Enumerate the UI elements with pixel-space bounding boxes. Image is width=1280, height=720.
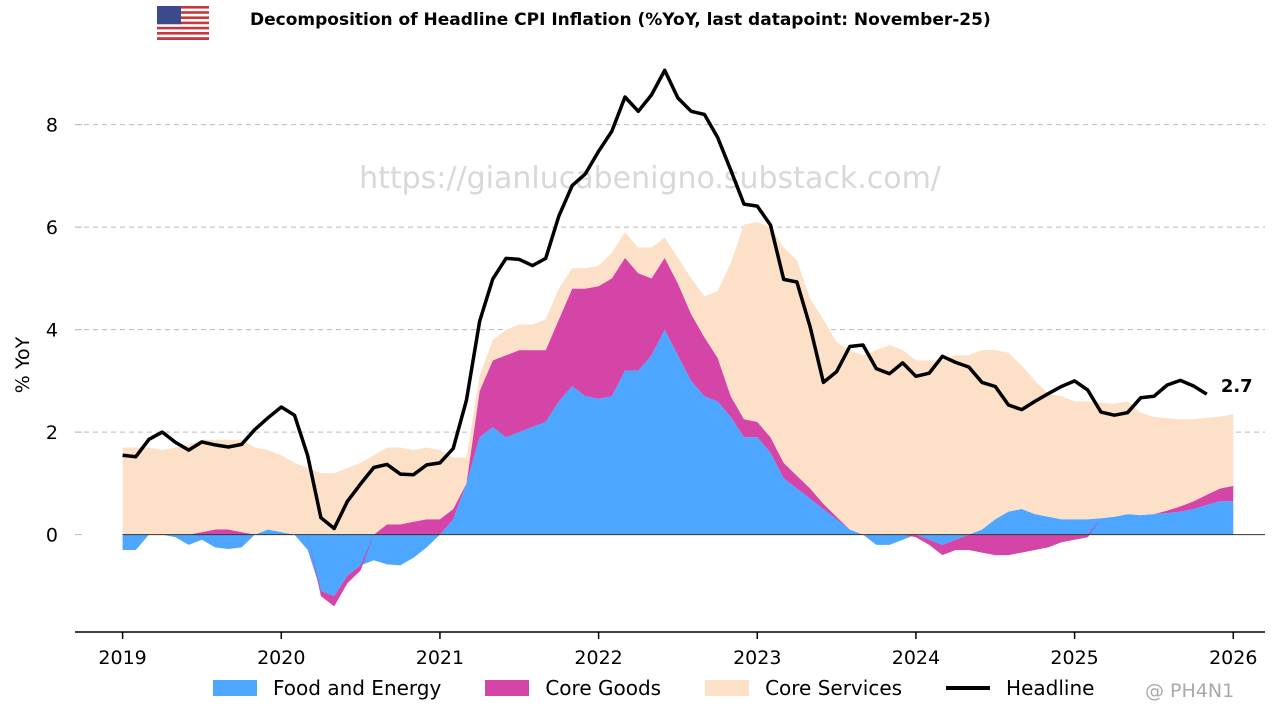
y-axis-label: % YoY	[12, 336, 34, 393]
legend-swatch	[213, 680, 257, 696]
legend-label: Headline	[1006, 676, 1095, 700]
x-tick-label: 2025	[1050, 647, 1098, 669]
legend-swatch	[485, 680, 530, 696]
x-tick-label: 2022	[574, 647, 622, 669]
legend-item: Food and Energy	[213, 676, 441, 700]
legend-item: Headline	[946, 676, 1094, 700]
y-tick-label: 2	[46, 422, 58, 444]
x-tick-label: 2023	[733, 647, 781, 669]
area-core-services	[122, 222, 1234, 535]
legend-label: Core Goods	[545, 676, 662, 700]
y-tick-label: 8	[46, 115, 58, 137]
y-tick-label: 4	[46, 320, 58, 342]
area-food-and-energy	[122, 329, 1234, 597]
x-tick-label: 2024	[892, 647, 940, 669]
headline-series-line	[122, 68, 1208, 531]
legend-item: Core Goods	[485, 676, 661, 700]
x-tick-label: 2026	[1209, 647, 1257, 669]
chart-legend: Food and Energy Core Goods Core Services He…	[213, 676, 1138, 700]
credit-text: @ PH4N1	[1145, 680, 1235, 702]
us-flag-icon	[157, 6, 209, 44]
legend-swatch	[705, 680, 750, 696]
legend-swatch	[946, 686, 991, 690]
legend-label: Core Services	[765, 676, 903, 700]
last-value-label: 2.7	[1221, 376, 1253, 397]
watermark-text: https://gianlucabenigno.substack.com/	[359, 161, 942, 196]
legend-item: Core Services	[705, 676, 902, 700]
x-tick-label: 2020	[257, 647, 305, 669]
chart-title: Decomposition of Headline CPI Inflation …	[250, 10, 991, 30]
y-tick-label: 0	[46, 525, 58, 547]
legend-label: Food and Energy	[273, 676, 442, 700]
x-tick-label: 2021	[416, 647, 464, 669]
x-tick-label: 2019	[98, 647, 146, 669]
area-core-goods	[122, 257, 1234, 607]
y-tick-label: 6	[46, 217, 58, 239]
